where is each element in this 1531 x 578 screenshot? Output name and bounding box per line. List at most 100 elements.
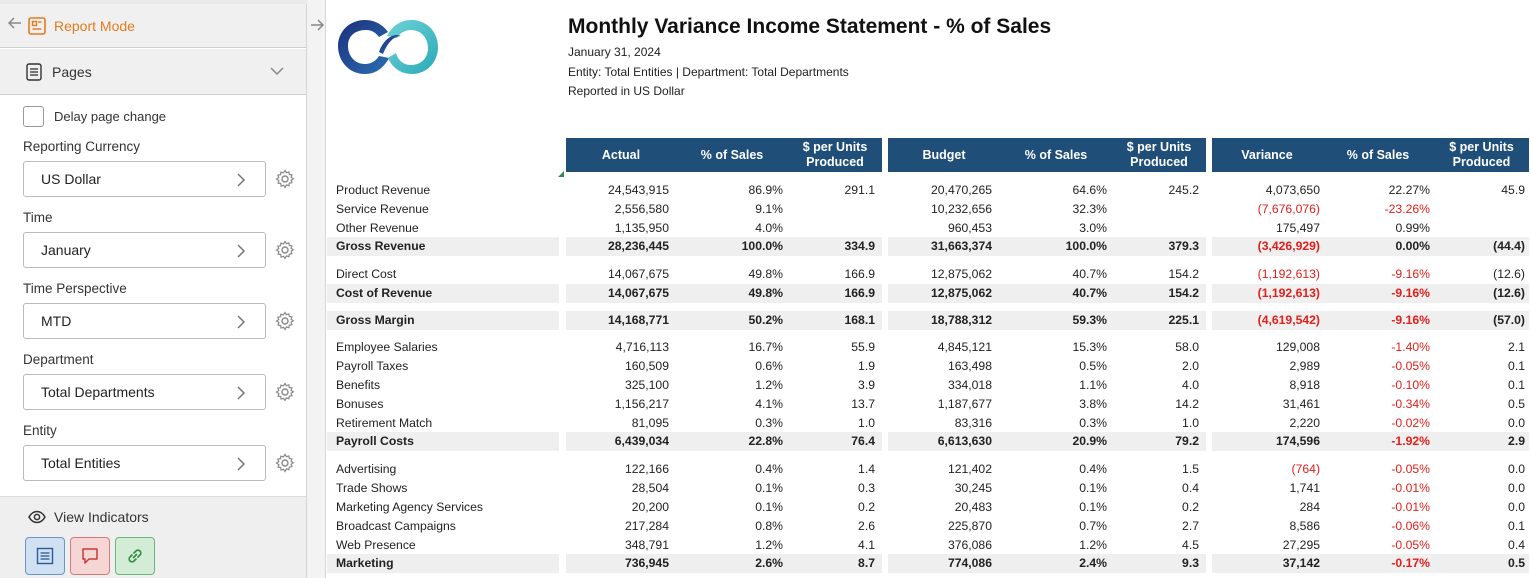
value-cell[interactable]: 2.9 xyxy=(1508,434,1525,448)
value-cell[interactable]: 13.7 xyxy=(851,397,875,411)
value-cell[interactable]: -0.05% xyxy=(1391,462,1430,476)
value-cell[interactable]: 58.0 xyxy=(1175,340,1199,354)
value-cell[interactable]: (1,192,613) xyxy=(1257,286,1320,300)
value-cell[interactable]: 4.5 xyxy=(1182,538,1199,552)
gear-icon[interactable] xyxy=(275,311,295,331)
value-cell[interactable]: 0.1 xyxy=(1508,378,1525,392)
value-cell[interactable]: (12.6) xyxy=(1493,286,1525,300)
entity-selector[interactable]: Total Entities xyxy=(23,445,266,481)
gear-icon[interactable] xyxy=(275,453,295,473)
delay-page-change-checkbox[interactable] xyxy=(23,106,44,127)
value-cell[interactable]: 1,187,677 xyxy=(937,397,992,411)
value-cell[interactable]: 166.9 xyxy=(844,286,876,300)
value-cell[interactable]: 3.0% xyxy=(1079,221,1107,235)
value-cell[interactable]: 225.1 xyxy=(1168,313,1200,327)
value-cell[interactable]: 1.9 xyxy=(858,359,875,373)
value-cell[interactable]: 59.3% xyxy=(1072,313,1107,327)
value-cell[interactable]: 0.1% xyxy=(755,500,783,514)
value-cell[interactable]: 2.7 xyxy=(1182,519,1199,533)
list-indicator-button[interactable] xyxy=(25,537,65,575)
comment-indicator-button[interactable] xyxy=(70,537,110,575)
value-cell[interactable]: 50.2% xyxy=(748,313,783,327)
value-cell[interactable]: 4.0% xyxy=(755,221,783,235)
value-cell[interactable]: 122,166 xyxy=(624,462,669,476)
value-cell[interactable]: 4,073,650 xyxy=(1265,183,1320,197)
value-cell[interactable]: 20,200 xyxy=(631,500,669,514)
value-cell[interactable]: 16.7% xyxy=(748,340,783,354)
value-cell[interactable]: 129,008 xyxy=(1275,340,1320,354)
value-cell[interactable]: 49.8% xyxy=(748,286,783,300)
value-cell[interactable]: 2,989 xyxy=(1289,359,1321,373)
value-cell[interactable]: 175,497 xyxy=(1275,221,1320,235)
value-cell[interactable]: 14.2 xyxy=(1175,397,1199,411)
value-cell[interactable]: 376,086 xyxy=(947,538,992,552)
value-cell[interactable]: 14,067,675 xyxy=(608,286,669,300)
value-cell[interactable]: 348,791 xyxy=(624,538,669,552)
value-cell[interactable]: 0.7% xyxy=(1079,519,1107,533)
reporting-currency-selector[interactable]: US Dollar xyxy=(23,161,266,197)
time-selector[interactable]: January xyxy=(23,232,266,268)
value-cell[interactable]: 0.1% xyxy=(1079,500,1107,514)
gear-icon[interactable] xyxy=(275,169,295,189)
value-cell[interactable]: 22.8% xyxy=(748,434,783,448)
value-cell[interactable]: 8,918 xyxy=(1289,378,1321,392)
value-cell[interactable]: 2.1 xyxy=(1508,340,1525,354)
value-cell[interactable]: 284 xyxy=(1299,500,1320,514)
value-cell[interactable]: 76.4 xyxy=(851,434,875,448)
value-cell[interactable]: 1,156,217 xyxy=(614,397,669,411)
value-cell[interactable]: (12.6) xyxy=(1493,267,1525,281)
value-cell[interactable]: 0.00% xyxy=(1395,239,1430,253)
value-cell[interactable]: 14,067,675 xyxy=(608,267,669,281)
value-cell[interactable]: 774,086 xyxy=(947,556,992,570)
value-cell[interactable]: 960,453 xyxy=(947,221,992,235)
value-cell[interactable]: 31,461 xyxy=(1282,397,1320,411)
value-cell[interactable]: 4.1 xyxy=(858,538,875,552)
value-cell[interactable]: 0.3% xyxy=(1079,416,1107,430)
value-cell[interactable]: 9.3 xyxy=(1182,556,1199,570)
value-cell[interactable]: 225,870 xyxy=(947,519,992,533)
value-cell[interactable]: -0.05% xyxy=(1391,359,1430,373)
value-cell[interactable]: -0.34% xyxy=(1391,397,1430,411)
chevron-down-icon[interactable] xyxy=(270,64,284,78)
value-cell[interactable]: 0.0 xyxy=(1508,481,1525,495)
value-cell[interactable]: 0.8% xyxy=(755,519,783,533)
value-cell[interactable]: -23.26% xyxy=(1384,202,1430,216)
value-cell[interactable]: 18,788,312 xyxy=(931,313,992,327)
value-cell[interactable]: 24,543,915 xyxy=(608,183,669,197)
value-cell[interactable]: 81,095 xyxy=(631,416,669,430)
back-arrow-icon[interactable] xyxy=(4,16,26,35)
value-cell[interactable]: 4,716,113 xyxy=(615,340,669,354)
value-cell[interactable]: 0.0 xyxy=(1508,462,1525,476)
value-cell[interactable]: 31,663,374 xyxy=(931,239,992,253)
value-cell[interactable]: 12,875,062 xyxy=(931,286,992,300)
value-cell[interactable]: 9.1% xyxy=(755,202,783,216)
value-cell[interactable]: 2.4% xyxy=(1079,556,1107,570)
value-cell[interactable]: 27,295 xyxy=(1282,538,1320,552)
value-cell[interactable]: 0.2 xyxy=(858,500,875,514)
value-cell[interactable]: 0.6% xyxy=(755,359,783,373)
value-cell[interactable]: -9.16% xyxy=(1391,286,1430,300)
value-cell[interactable]: 22.27% xyxy=(1388,183,1430,197)
link-indicator-button[interactable] xyxy=(115,537,155,575)
value-cell[interactable]: 86.9% xyxy=(748,183,783,197)
value-cell[interactable]: 4,845,121 xyxy=(937,340,992,354)
value-cell[interactable]: 4.1% xyxy=(755,397,783,411)
value-cell[interactable]: 2,556,580 xyxy=(614,202,669,216)
value-cell[interactable]: 20.9% xyxy=(1072,434,1107,448)
value-cell[interactable]: 0.1 xyxy=(1508,359,1525,373)
value-cell[interactable]: -1.92% xyxy=(1391,434,1430,448)
value-cell[interactable]: 1.4 xyxy=(858,462,875,476)
value-cell[interactable]: 64.6% xyxy=(1072,183,1107,197)
value-cell[interactable]: 1.2% xyxy=(1079,538,1107,552)
value-cell[interactable]: 100.0% xyxy=(1065,239,1107,253)
pages-section-header[interactable]: Pages xyxy=(0,49,306,95)
value-cell[interactable]: 2,220 xyxy=(1289,416,1321,430)
value-cell[interactable]: 0.4 xyxy=(1508,538,1525,552)
value-cell[interactable]: 736,945 xyxy=(624,556,669,570)
value-cell[interactable]: 1.1% xyxy=(1079,378,1107,392)
value-cell[interactable]: 1,135,950 xyxy=(614,221,669,235)
value-cell[interactable]: 1.0 xyxy=(1182,416,1199,430)
value-cell[interactable]: 168.1 xyxy=(844,313,876,327)
time-perspective-selector[interactable]: MTD xyxy=(23,303,266,339)
report-mode-bar[interactable]: Report Mode xyxy=(0,4,306,48)
